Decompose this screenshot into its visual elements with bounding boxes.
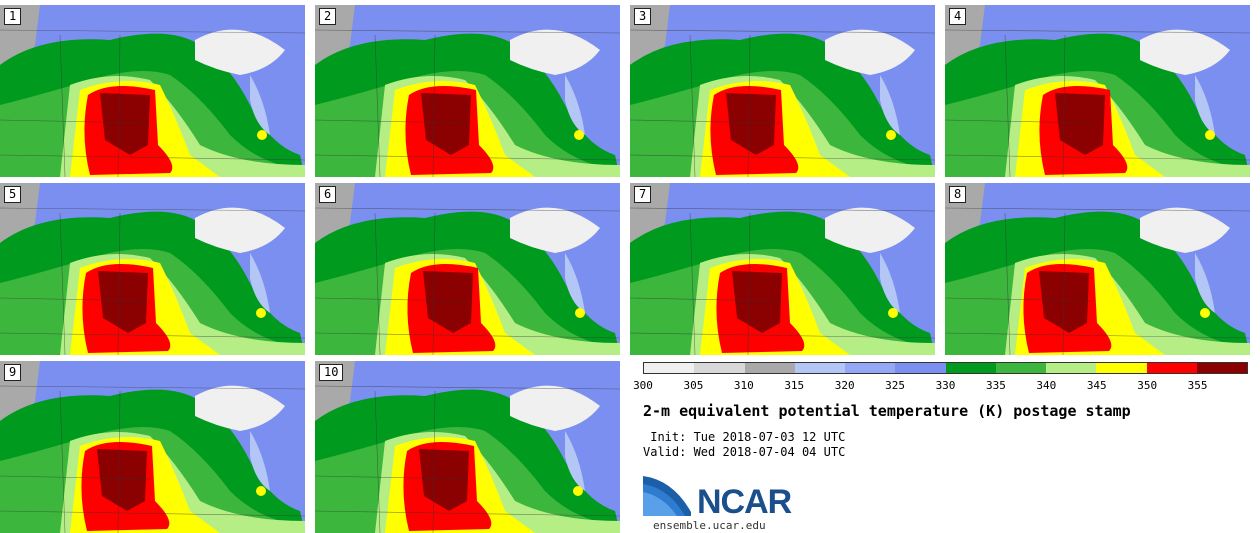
temperature-map	[315, 183, 620, 355]
panel-label: 9	[4, 364, 22, 381]
panel-label: 7	[634, 186, 652, 203]
panel-label: 2	[319, 8, 337, 25]
colorbar-swatch	[694, 363, 745, 373]
postage-stamp-panel: 2	[315, 5, 620, 177]
colorbar-tick-label: 335	[985, 379, 1006, 392]
postage-stamp-panel: 7	[630, 183, 935, 355]
colorbar-tick-label: 345	[1086, 379, 1107, 392]
valid-time: Valid: Wed 2018-07-04 04 UTC	[643, 445, 846, 459]
colorbar-swatch	[1046, 363, 1097, 373]
postage-stamp-panel: 1	[0, 5, 305, 177]
colorbar-swatch	[1146, 363, 1197, 373]
ncar-logo-text: NCAR	[697, 483, 792, 521]
colorbar-swatch	[1196, 363, 1247, 373]
postage-stamp-panel: 4	[945, 5, 1250, 177]
colorbar-tick-label: 315	[784, 379, 805, 392]
colorbar-tick-label: 340	[1036, 379, 1057, 392]
temperature-map	[945, 183, 1250, 355]
panel-label: 5	[4, 186, 22, 203]
postage-stamp-panel: 3	[630, 5, 935, 177]
colorbar-swatch	[794, 363, 845, 373]
colorbar-tick-label: 325	[885, 379, 906, 392]
colorbar-swatch	[744, 363, 795, 373]
colorbar-tick-label: 305	[683, 379, 704, 392]
temperature-map	[315, 361, 620, 533]
panel-label: 3	[634, 8, 652, 25]
ncar-logo-icon	[643, 476, 691, 516]
colorbar-tick-label: 300	[633, 379, 653, 392]
colorbar-tick-label: 350	[1137, 379, 1158, 392]
postage-stamp-panel: 8	[945, 183, 1250, 355]
panel-label: 6	[319, 186, 337, 203]
init-time: Init: Tue 2018-07-03 12 UTC	[643, 430, 846, 444]
colorbar-swatch	[1096, 363, 1147, 373]
panel-label: 1	[4, 8, 22, 25]
colorbar-tick-label: 320	[834, 379, 855, 392]
colorbar-swatch	[895, 363, 946, 373]
postage-stamp-panel: 6	[315, 183, 620, 355]
postage-stamp-panel: 5	[0, 183, 305, 355]
postage-stamp-panel: 10	[315, 361, 620, 533]
colorbar-swatch	[945, 363, 996, 373]
temperature-map	[0, 361, 305, 533]
colorbar-swatch	[995, 363, 1046, 373]
temperature-map	[0, 183, 305, 355]
temperature-map	[315, 5, 620, 177]
colorbar-tick-label: 310	[733, 379, 754, 392]
panel-label: 4	[949, 8, 967, 25]
logo-url: ensemble.ucar.edu	[653, 519, 766, 532]
temperature-map	[945, 5, 1250, 177]
postage-stamp-panel: 9	[0, 361, 305, 533]
colorbar-tick-label: 330	[935, 379, 956, 392]
temperature-map	[630, 183, 935, 355]
colorbar	[643, 362, 1248, 374]
panel-label: 10	[319, 364, 344, 381]
colorbar-swatch	[644, 363, 695, 373]
colorbar-swatch	[845, 363, 896, 373]
colorbar-tick-label: 355	[1187, 379, 1208, 392]
map-title: 2-m equivalent potential temperature (K)…	[643, 402, 1131, 420]
panel-label: 8	[949, 186, 967, 203]
temperature-map	[630, 5, 935, 177]
temperature-map	[0, 5, 305, 177]
